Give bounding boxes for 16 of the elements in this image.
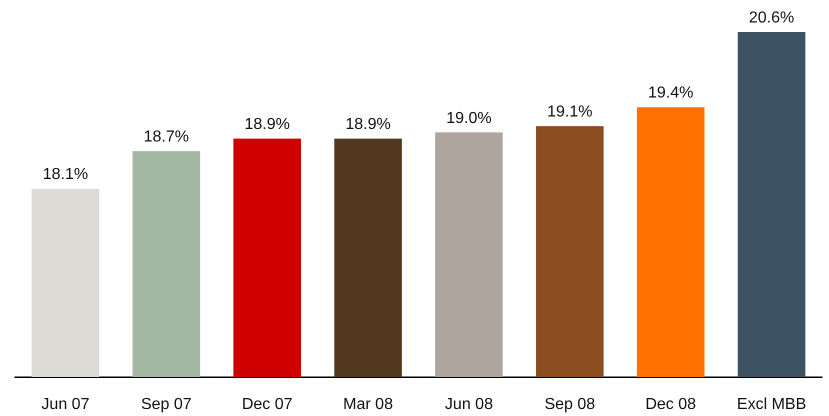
x-tick-label: Excl MBB [736,396,806,414]
x-tick-label: Mar 08 [343,396,394,414]
data-label: 18.1% [42,166,88,184]
data-label: 18.9% [345,116,391,134]
data-label: 19.4% [648,84,694,102]
x-tick-label: Dec 08 [645,396,696,414]
x-tick-label: Sep 08 [544,396,596,414]
data-label: 19.1% [547,103,592,120]
data-label: 19.0% [446,110,492,127]
x-tick-label: Sep 07 [140,396,192,414]
data-label: 20.6% [748,9,794,26]
x-tick-label: Jun 08 [444,396,494,414]
data-label: 18.7% [144,128,189,146]
x-tick-label: Jun 07 [41,396,90,414]
data-label: 18.9% [244,116,290,134]
x-tick-label: Dec 07 [242,396,293,414]
